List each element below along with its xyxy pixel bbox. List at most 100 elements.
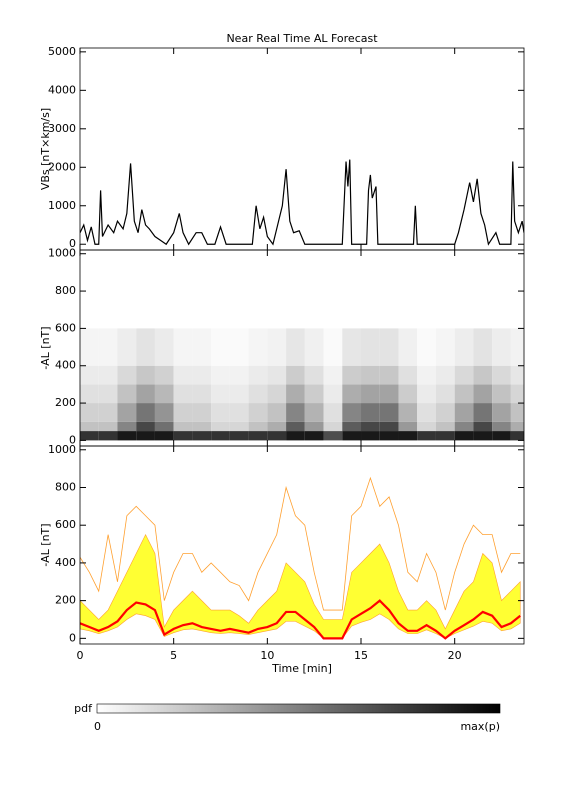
pdf-cell bbox=[304, 384, 324, 404]
x-tick-label: 0 bbox=[77, 649, 84, 662]
pdf-cell bbox=[361, 365, 380, 385]
pdf-cell bbox=[454, 403, 474, 422]
y-tick-label: 1000 bbox=[48, 199, 76, 212]
y-tick-label: 5000 bbox=[48, 45, 76, 58]
pdf-cell bbox=[435, 328, 455, 366]
pdf-cell bbox=[248, 403, 268, 422]
vbs-line bbox=[80, 159, 524, 246]
pdf-cell bbox=[98, 328, 118, 366]
plot-area bbox=[80, 159, 524, 246]
pdf-cell bbox=[473, 384, 493, 404]
pdf-cell bbox=[98, 403, 118, 422]
pdf-cell bbox=[117, 328, 137, 366]
forecast-line bbox=[80, 599, 521, 640]
pdf-cell bbox=[267, 365, 287, 385]
pdf-cell bbox=[117, 431, 137, 441]
pdf-cell bbox=[398, 328, 418, 366]
pdf-cell bbox=[173, 328, 193, 366]
pdf-cell bbox=[304, 403, 324, 422]
pdf-cell bbox=[154, 328, 174, 366]
pdf-cell bbox=[473, 421, 493, 432]
pdf-cell bbox=[267, 431, 287, 441]
pdf-cell bbox=[398, 384, 418, 404]
forecast-line bbox=[80, 476, 521, 611]
pdf-cell bbox=[192, 365, 212, 385]
pdf-cell bbox=[398, 403, 418, 422]
pdf-cell bbox=[417, 328, 436, 366]
pdf-cell bbox=[267, 328, 287, 366]
pdf-cell bbox=[192, 328, 212, 366]
pdf-cell bbox=[417, 365, 436, 385]
pdf-cell bbox=[361, 421, 380, 432]
pdf-cell bbox=[211, 431, 230, 441]
plot-area bbox=[80, 476, 521, 640]
pdf-cell bbox=[454, 431, 474, 441]
pdf-cell bbox=[473, 365, 493, 385]
pdf-cell bbox=[379, 328, 399, 366]
y-tick-label: 800 bbox=[55, 480, 76, 493]
y-tick-label: 1000 bbox=[48, 247, 76, 260]
pdf-cell bbox=[379, 431, 399, 441]
pdf-cell bbox=[154, 431, 174, 441]
y-axis-label: -AL [nT] bbox=[39, 523, 52, 566]
pdf-cell bbox=[286, 421, 305, 432]
pdf-cell bbox=[286, 384, 305, 404]
pdf-cell bbox=[454, 421, 474, 432]
pdf-cell bbox=[304, 431, 324, 441]
pdf-cell bbox=[398, 365, 418, 385]
pdf-cell bbox=[342, 365, 362, 385]
pdf-cell bbox=[304, 421, 324, 432]
pdf-cell bbox=[136, 328, 155, 366]
pdf-cell bbox=[323, 403, 343, 422]
y-tick-label: 0 bbox=[69, 237, 76, 250]
axes-frame bbox=[79, 445, 525, 645]
pdf-cell bbox=[117, 403, 137, 422]
pdf-cell bbox=[342, 384, 362, 404]
pdf-cell bbox=[473, 403, 493, 422]
pdf-cell bbox=[435, 403, 455, 422]
y-axis-label: -AL [nT] bbox=[39, 326, 52, 369]
pdf-cell bbox=[229, 403, 249, 422]
pdf-cell bbox=[361, 328, 380, 366]
pdf-cell bbox=[80, 328, 99, 366]
pdf-cell bbox=[342, 403, 362, 422]
chart-title: Near Real Time AL Forecast bbox=[226, 32, 378, 45]
pdf-cell bbox=[510, 421, 524, 432]
pdf-cell bbox=[267, 384, 287, 404]
y-tick-label: 600 bbox=[55, 321, 76, 334]
pdf-cell bbox=[342, 328, 362, 366]
pdf-cell bbox=[286, 328, 305, 366]
pdf-cell bbox=[492, 431, 511, 441]
pdf-cell bbox=[136, 403, 155, 422]
colorbar bbox=[96, 703, 501, 714]
pdf-cell bbox=[211, 328, 230, 366]
pdf-cell bbox=[80, 421, 99, 432]
pdf-cell bbox=[136, 431, 155, 441]
pdf-cell bbox=[229, 365, 249, 385]
y-tick-label: 800 bbox=[55, 284, 76, 297]
pdf-cell bbox=[173, 431, 193, 441]
pdf-cell bbox=[192, 431, 212, 441]
pdf-cell bbox=[473, 431, 493, 441]
pdf-cell bbox=[323, 384, 343, 404]
pdf-cell bbox=[136, 384, 155, 404]
pdf-cell bbox=[492, 384, 511, 404]
pdf-cell bbox=[98, 384, 118, 404]
plot-area bbox=[80, 328, 524, 441]
x-tick-label: 5 bbox=[170, 649, 177, 662]
pdf-cell bbox=[323, 431, 343, 441]
pdf-cell bbox=[361, 384, 380, 404]
colorbar-min: 0 bbox=[94, 720, 101, 733]
pdf-cell bbox=[80, 403, 99, 422]
pdf-cell bbox=[173, 365, 193, 385]
pdf-cell bbox=[173, 403, 193, 422]
pdf-cell bbox=[229, 328, 249, 366]
pdf-cell bbox=[229, 384, 249, 404]
y-tick-label: 600 bbox=[55, 518, 76, 531]
y-tick-label: 1000 bbox=[48, 443, 76, 456]
pdf-cell bbox=[211, 403, 230, 422]
pdf-cell bbox=[248, 384, 268, 404]
pdf-cell bbox=[361, 403, 380, 422]
x-tick-label: 10 bbox=[260, 649, 274, 662]
pdf-cell bbox=[192, 421, 212, 432]
